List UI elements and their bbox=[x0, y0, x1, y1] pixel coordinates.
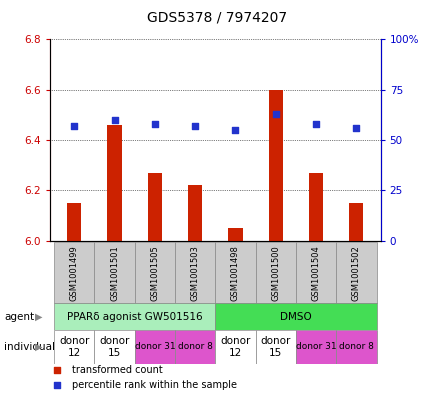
Bar bbox=[174, 242, 215, 303]
Text: GSM1001502: GSM1001502 bbox=[351, 245, 360, 301]
Point bbox=[53, 382, 60, 388]
Bar bbox=[295, 330, 335, 364]
Bar bbox=[335, 330, 376, 364]
Text: GSM1001498: GSM1001498 bbox=[230, 245, 240, 301]
Bar bbox=[54, 330, 94, 364]
Text: DMSO: DMSO bbox=[279, 312, 311, 322]
Text: donor 31: donor 31 bbox=[134, 342, 175, 351]
Text: GSM1001503: GSM1001503 bbox=[190, 245, 199, 301]
Bar bbox=[215, 330, 255, 364]
Bar bbox=[107, 125, 122, 241]
Bar bbox=[54, 242, 94, 303]
Bar bbox=[187, 185, 202, 241]
Text: ▶: ▶ bbox=[35, 342, 43, 352]
Text: donor
12: donor 12 bbox=[220, 336, 250, 358]
Bar bbox=[215, 303, 376, 330]
Text: agent: agent bbox=[4, 312, 34, 322]
Text: GSM1001505: GSM1001505 bbox=[150, 245, 159, 301]
Bar bbox=[94, 242, 135, 303]
Text: donor 31: donor 31 bbox=[295, 342, 335, 351]
Text: GSM1001500: GSM1001500 bbox=[271, 245, 279, 301]
Bar bbox=[308, 173, 322, 241]
Text: GSM1001499: GSM1001499 bbox=[69, 245, 79, 301]
Text: donor
15: donor 15 bbox=[99, 336, 129, 358]
Point bbox=[191, 123, 198, 129]
Bar bbox=[67, 203, 81, 241]
Bar bbox=[228, 228, 242, 241]
Point bbox=[151, 121, 158, 127]
Point bbox=[312, 121, 319, 127]
Text: donor
15: donor 15 bbox=[260, 336, 290, 358]
Text: donor 8: donor 8 bbox=[178, 342, 212, 351]
Text: GSM1001504: GSM1001504 bbox=[311, 245, 320, 301]
Text: GDS5378 / 7974207: GDS5378 / 7974207 bbox=[147, 11, 287, 25]
Text: donor 8: donor 8 bbox=[338, 342, 373, 351]
Bar bbox=[268, 90, 282, 241]
Bar bbox=[174, 330, 215, 364]
Text: percentile rank within the sample: percentile rank within the sample bbox=[71, 380, 236, 390]
Bar bbox=[54, 303, 215, 330]
Bar bbox=[255, 242, 295, 303]
Text: individual: individual bbox=[4, 342, 55, 352]
Point bbox=[111, 117, 118, 123]
Text: PPARδ agonist GW501516: PPARδ agonist GW501516 bbox=[67, 312, 202, 322]
Point bbox=[272, 110, 279, 117]
Point bbox=[231, 127, 238, 133]
Text: donor
12: donor 12 bbox=[59, 336, 89, 358]
Bar bbox=[335, 242, 376, 303]
Point bbox=[53, 366, 60, 373]
Text: transformed count: transformed count bbox=[71, 365, 162, 375]
Bar bbox=[94, 330, 135, 364]
Bar bbox=[295, 242, 335, 303]
Text: GSM1001501: GSM1001501 bbox=[110, 245, 119, 301]
Bar bbox=[255, 330, 295, 364]
Text: ▶: ▶ bbox=[35, 312, 43, 322]
Point bbox=[352, 125, 359, 131]
Point bbox=[71, 123, 78, 129]
Bar bbox=[148, 173, 161, 241]
Bar bbox=[349, 203, 363, 241]
Bar bbox=[215, 242, 255, 303]
Bar bbox=[135, 330, 174, 364]
Bar bbox=[135, 242, 174, 303]
